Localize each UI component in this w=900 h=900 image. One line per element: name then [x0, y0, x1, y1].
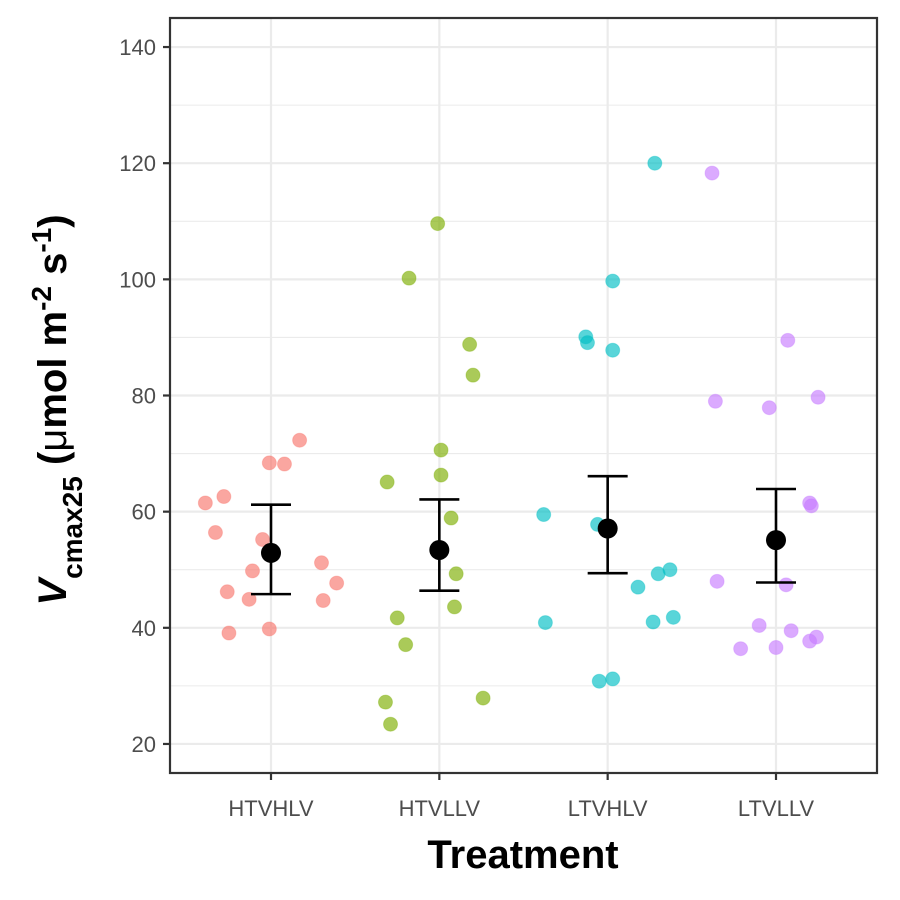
data-point: [665, 609, 681, 625]
data-point: [443, 510, 459, 526]
y-axis-title-sub: cmax25: [57, 476, 88, 579]
data-point: [389, 610, 405, 626]
y-axis-title-mol: mol m: [31, 311, 75, 429]
grid: [170, 18, 877, 773]
x-tick-label: LTVLLV: [738, 796, 815, 821]
data-point: [475, 690, 491, 706]
mean-error-bars: [251, 474, 796, 596]
data-point: [398, 637, 414, 653]
x-tick-label: LTVHLV: [568, 796, 648, 821]
data-point: [751, 617, 767, 633]
data-point: [733, 641, 749, 657]
data-point: [377, 694, 393, 710]
data-point: [662, 562, 678, 578]
y-axis-title-exp1: -2: [26, 286, 57, 311]
data-point: [465, 367, 481, 383]
data-point: [605, 671, 621, 687]
data-point: [537, 615, 553, 631]
data-point: [536, 507, 552, 523]
data-point: [197, 495, 213, 511]
data-point: [780, 332, 796, 348]
data-point: [462, 336, 478, 352]
data-point: [605, 273, 621, 289]
y-tick-label: 20: [132, 732, 156, 757]
y-axis-title: Vcmax25 (μmol m-2 s-1): [26, 214, 88, 605]
data-point: [261, 455, 277, 471]
data-point: [221, 625, 237, 641]
x-tick-label: HTVHLV: [228, 796, 313, 821]
mean-point: [597, 518, 618, 539]
mean-point: [766, 530, 786, 551]
data-point: [768, 640, 784, 656]
y-axis-title-main: V: [31, 576, 75, 606]
y-tick-label: 120: [119, 151, 156, 176]
y-axis-title-open: (: [31, 451, 75, 476]
data-point: [383, 716, 399, 732]
y-tick-label: 60: [132, 500, 156, 525]
data-point: [761, 400, 777, 416]
data-point: [292, 432, 308, 448]
mean-point: [261, 542, 281, 563]
data-point: [430, 216, 446, 232]
data-point: [803, 498, 819, 514]
data-point: [448, 566, 464, 582]
axes: 20 40 60 80 100 120 140 HTVHLV HTVLLV LTVHLV LTVLL…: [119, 35, 814, 821]
data-point: [401, 270, 417, 286]
data-point: [244, 563, 260, 579]
data-point: [433, 442, 449, 458]
data-point: [314, 555, 329, 571]
y-axis-title-exp2: -1: [26, 228, 57, 253]
data-point: [446, 599, 462, 615]
data-point: [255, 532, 271, 548]
mean-point: [429, 539, 450, 560]
data-point: [379, 474, 395, 490]
data-point: [647, 155, 663, 171]
data-point: [704, 165, 720, 181]
data-point: [329, 575, 345, 591]
data-point: [645, 614, 661, 630]
data-point: [261, 621, 277, 637]
y-axis-title-close: ): [31, 214, 75, 227]
data-point: [276, 456, 292, 472]
y-axis-title-s: s: [31, 253, 75, 286]
data-point: [433, 467, 449, 483]
data-points: [197, 155, 826, 732]
data-point: [783, 623, 799, 639]
data-point: [707, 393, 723, 409]
data-point: [605, 342, 621, 358]
data-point: [207, 525, 223, 541]
data-point: [709, 573, 725, 589]
x-tick-label: HTVLLV: [399, 796, 481, 821]
y-tick-label: 100: [119, 267, 156, 292]
data-point: [808, 629, 824, 645]
data-point: [579, 335, 595, 351]
data-point: [219, 584, 235, 600]
data-point: [216, 489, 232, 505]
y-tick-label: 80: [132, 384, 156, 409]
y-tick-label: 40: [132, 616, 156, 641]
x-axis-title: Treatment: [427, 833, 618, 877]
data-point: [778, 577, 794, 593]
data-point: [810, 389, 826, 405]
data-point: [241, 591, 257, 607]
data-point: [591, 673, 607, 689]
y-axis-title-mu: μ: [31, 429, 75, 452]
data-point: [630, 579, 646, 595]
y-tick-label: 140: [119, 35, 156, 60]
data-point: [315, 593, 331, 609]
